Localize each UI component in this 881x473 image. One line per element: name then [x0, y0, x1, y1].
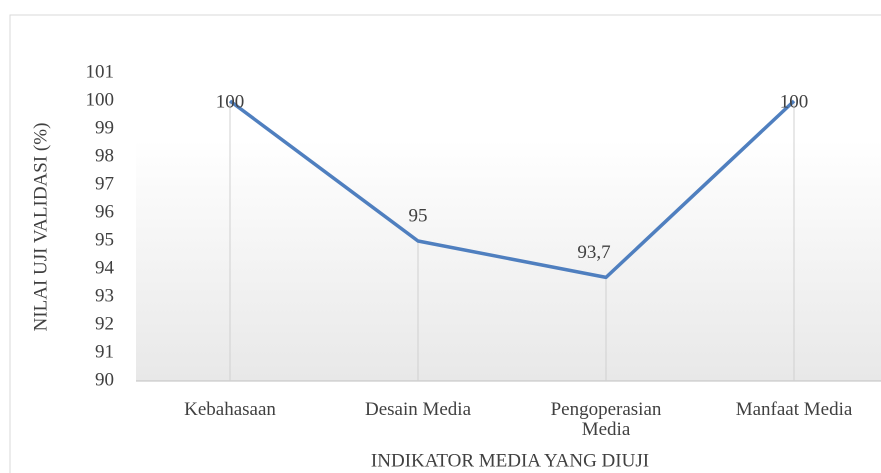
y-axis-title: NILAI UJI VALIDASI (%)	[30, 123, 51, 332]
x-tick-label: Kebahasaan	[184, 399, 276, 420]
x-axis-title: INDIKATOR MEDIA YANG DIUJI	[371, 450, 649, 471]
y-tick-label: 95	[95, 229, 114, 250]
x-tick-label: Pengoperasian Media	[550, 399, 662, 440]
line	[228, 99, 796, 280]
y-tick-label: 98	[95, 145, 114, 166]
data-label: 100	[780, 91, 809, 112]
y-tick-label: 99	[95, 117, 114, 138]
y-tick-label: 97	[95, 173, 114, 194]
data-label: 95	[409, 205, 428, 226]
plot-background	[136, 140, 881, 381]
x-tick-label: Desain Media	[364, 399, 472, 420]
y-tick-label: 101	[86, 61, 115, 82]
y-tick-label: 96	[95, 201, 114, 222]
chart-border	[9, 14, 881, 473]
y-tick-label: 94	[95, 257, 115, 278]
y-tick-label: 92	[95, 313, 114, 334]
data-label: 100	[216, 91, 245, 112]
y-tick-label: 93	[95, 285, 114, 306]
y-tick-label: 100	[86, 89, 115, 110]
data-label: 93,7	[577, 242, 610, 263]
y-tick-label: 90	[95, 369, 114, 390]
x-tick-label: Manfaat Media	[735, 399, 853, 420]
y-tick-label: 91	[95, 341, 114, 362]
